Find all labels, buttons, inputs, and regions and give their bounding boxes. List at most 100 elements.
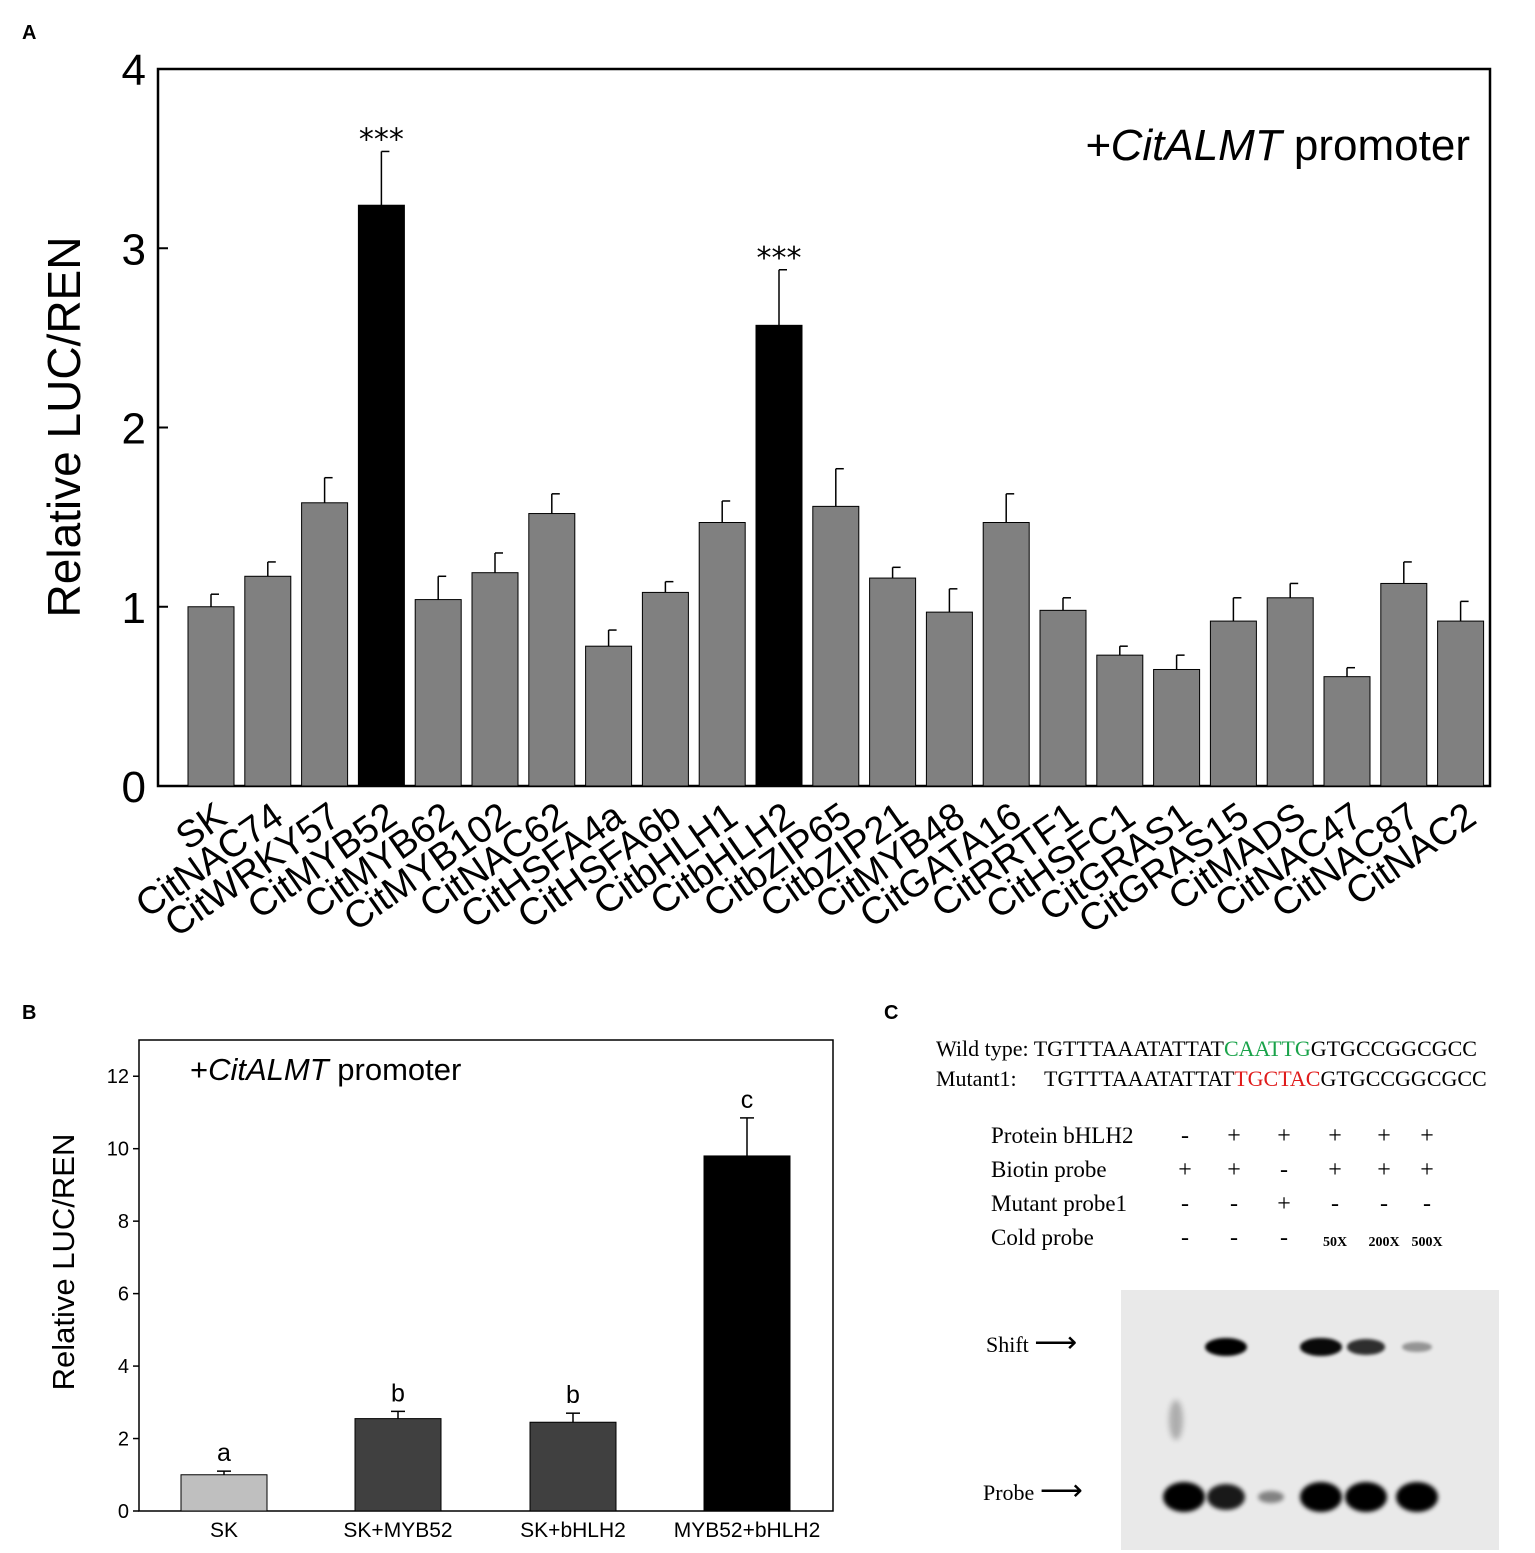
condition-label: Biotin probe [991, 1157, 1107, 1182]
condition-value: + [1377, 1157, 1391, 1183]
condition-value: + [1227, 1123, 1241, 1149]
probe-band [1163, 1482, 1205, 1512]
bar-CitGRAS15 [1209, 620, 1257, 787]
condition-value: - [1380, 1191, 1388, 1217]
y-tick-label: 2 [122, 405, 146, 454]
bar-CitNAC74 [244, 575, 292, 787]
probe-arrow-icon: ⟶ [1039, 1474, 1083, 1507]
sequence-pre: TGTTTAAATATTAT [1033, 1036, 1224, 1061]
y-tick-label: 10 [107, 1139, 129, 1161]
gel-smear [1169, 1400, 1183, 1440]
bar-CitMYB52 [357, 204, 405, 787]
y-tick-label: 6 [118, 1284, 129, 1306]
bar-CitRRTF1 [1039, 609, 1087, 787]
panel-letter-a: A [22, 22, 37, 44]
chart-b-ylabel: Relative LUC/REN [46, 1134, 81, 1391]
probe-band [1206, 1483, 1246, 1511]
x-tick-label: SK+MYB52 [343, 1519, 452, 1542]
chart-b-frame [138, 1039, 834, 1512]
shift-band [1300, 1338, 1342, 1356]
y-tick-label: 0 [122, 763, 146, 812]
bar-CitHSFC1 [1096, 654, 1144, 787]
bar-CitNAC47 [1323, 676, 1371, 787]
bar-CitbHLH1 [698, 522, 746, 787]
significance-letter: a [217, 1439, 231, 1467]
condition-label: Protein bHLH2 [991, 1123, 1134, 1148]
chart-a-annotation-prefix: + [1085, 121, 1111, 170]
condition-value: + [1377, 1123, 1391, 1149]
shift-band [1401, 1342, 1433, 1352]
condition-value: + [1328, 1157, 1342, 1183]
chart-b-annotation: +CitALMT promoter [190, 1052, 461, 1087]
chart-a-ylabel: Relative LUC/REN [38, 237, 90, 618]
y-tick-label: 4 [122, 46, 146, 95]
bar-SK [187, 606, 235, 787]
probe-band [1345, 1482, 1387, 1512]
y-tick-label: 0 [118, 1501, 129, 1523]
condition-value: - [1280, 1157, 1288, 1183]
shift-band [1346, 1339, 1386, 1355]
bar-CitbZIP21 [869, 577, 917, 787]
bar-SK [180, 1474, 268, 1512]
y-tick-label: 2 [118, 1429, 129, 1451]
condition-value: + [1277, 1191, 1291, 1217]
x-tick-label: SK+bHLH2 [520, 1519, 626, 1542]
chart-a-annotation: +CitALMT promoter [1085, 121, 1470, 170]
sequence-pre: TGTTTAAATATTAT [1044, 1066, 1235, 1091]
significance-letter: b [391, 1379, 405, 1407]
probe-label: Probe ⟶ [983, 1473, 1083, 1508]
condition-value: - [1280, 1225, 1288, 1251]
bar-CitMYB102 [471, 572, 519, 787]
bar-CitNAC62 [528, 513, 576, 787]
bar-CitNAC2 [1437, 620, 1485, 787]
significance-letter: c [741, 1086, 754, 1114]
condition-value: 200X [1368, 1235, 1400, 1250]
condition-value: - [1230, 1225, 1238, 1251]
probe-band [1258, 1491, 1284, 1503]
sequence-motif: CAATTG [1223, 1036, 1311, 1061]
condition-value: - [1181, 1225, 1189, 1251]
condition-value: - [1331, 1191, 1339, 1217]
y-tick-label: 8 [118, 1211, 129, 1233]
bar-CitMADS [1266, 597, 1314, 787]
bar-CitGRAS1 [1153, 668, 1201, 787]
probe-label-text: Probe [983, 1480, 1035, 1505]
condition-value: - [1230, 1191, 1238, 1217]
shift-label-text: Shift [986, 1332, 1029, 1357]
significance-label: *** [757, 241, 802, 276]
bar-CitMYB62 [414, 599, 462, 787]
shift-label: Shift ⟶ [986, 1325, 1077, 1360]
condition-value: + [1277, 1123, 1291, 1149]
condition-value: + [1328, 1123, 1342, 1149]
emsa-gel [1121, 1290, 1499, 1550]
bar-CitHSFA6b [641, 591, 689, 787]
sequence-wild-type: Wild type: TGTTTAAATATTATCAATTGGTGCCGGCG… [936, 1036, 1477, 1062]
bar-CitbZIP65 [812, 505, 860, 787]
condition-value: + [1227, 1157, 1241, 1183]
sequence-mutant1: Mutant1: TGTTTAAATATTATTGCTACGTGCCGGCGCC [936, 1066, 1487, 1092]
chart-a-annotation-suffix: promoter [1282, 121, 1470, 170]
condition-value: - [1423, 1191, 1431, 1217]
condition-label: Mutant probe1 [991, 1191, 1128, 1216]
condition-label: Cold probe [991, 1225, 1094, 1250]
y-tick-label: 1 [122, 584, 146, 633]
condition-value: - [1181, 1191, 1189, 1217]
x-tick-label: MYB52+bHLH2 [674, 1519, 821, 1542]
sequence-motif: TGCTAC [1234, 1066, 1321, 1091]
y-tick-label: 4 [118, 1356, 129, 1378]
x-tick-label: SK [210, 1519, 238, 1542]
significance-label: *** [359, 122, 404, 157]
condition-value: 500X [1411, 1235, 1443, 1250]
chart-b: 0 2 4 6 8 10 12 a b b c SK SK+MYB52 SK+bHLH2 MYB52+b… [46, 1039, 834, 1542]
bar-CitMYB48 [925, 611, 973, 787]
sequence-post: GTGCCGGCGCC [1310, 1036, 1477, 1061]
probe-band [1396, 1482, 1438, 1512]
bar-SK+MYB52 [354, 1418, 442, 1512]
chart-b-annotation-italic: CitALMT [208, 1052, 331, 1087]
bar-CitWRKY57 [301, 502, 349, 787]
y-tick-label: 3 [122, 225, 146, 274]
chart-b-annotation-prefix: + [190, 1052, 208, 1087]
chart-b-annotation-suffix: promoter [329, 1052, 462, 1087]
panel-letter-b: B [22, 1002, 37, 1024]
